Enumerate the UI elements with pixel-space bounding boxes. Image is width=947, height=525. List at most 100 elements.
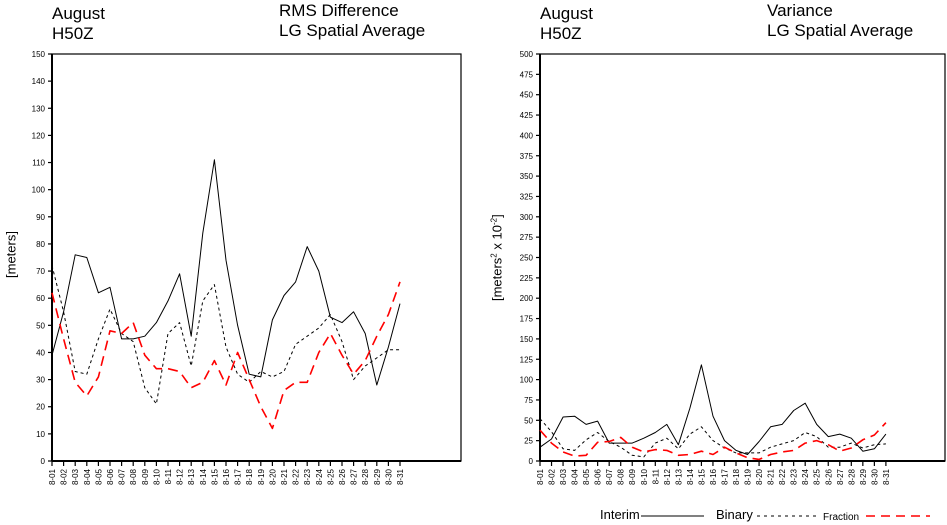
x-tick-label: 8-18 [245,468,254,485]
x-tick-label: 8-13 [674,468,683,485]
left-y-axis-label-text: [meters] [3,231,19,278]
x-tick-label: 8-17 [234,468,243,485]
x-tick-label: 8-02 [548,468,557,485]
y-tick-label: 25 [524,437,533,446]
x-tick-label: 8-09 [141,468,150,485]
x-tick-label: 8-22 [778,468,787,485]
series-line-fraction [539,422,887,461]
x-tick-label: 8-13 [187,468,196,485]
y-tick-label: 140 [32,77,46,86]
x-tick-label: 8-08 [129,468,138,485]
y-tick-label: 90 [36,213,45,222]
y-tick-label: 75 [524,396,533,405]
left-chart-title-variable: H50Z [52,24,94,43]
x-tick-label: 8-09 [628,468,637,485]
y-tick-label: 150 [32,50,46,59]
x-tick-label: 8-28 [361,468,370,485]
right-y-axis-label-mid: x 10 [489,225,505,254]
legend-label-interim: Interim [600,507,640,522]
x-tick-label: 8-11 [164,468,173,484]
x-tick-label: 8-24 [801,468,810,485]
x-tick-label: 8-16 [709,468,718,485]
x-tick-label: 8-30 [384,468,393,485]
y-tick-label: 80 [36,240,45,249]
x-tick-label: 8-19 [257,468,266,485]
y-tick-label: 130 [32,104,46,113]
series-line-interim [51,159,401,386]
x-tick-label: 8-29 [373,468,382,485]
left-chart-title-month: August [52,4,105,23]
y-tick-label: 175 [520,315,534,324]
y-tick-label: 375 [520,152,534,161]
y-tick-label: 450 [520,91,534,100]
x-tick-label: 8-10 [152,468,161,485]
x-tick-label: 8-25 [813,468,822,485]
y-tick-label: 30 [36,376,45,385]
x-tick-label: 8-27 [836,468,845,485]
x-tick-label: 8-20 [755,468,764,485]
left-chart-title-metric: RMS Difference [279,1,399,20]
right-chart-title-average: LG Spatial Average [767,21,914,40]
y-tick-label: 125 [520,355,534,364]
legend-item-binary: Binary [716,508,753,522]
x-tick-label: 8-30 [870,468,879,485]
x-tick-label: 8-16 [222,468,231,485]
y-tick-label: 425 [520,111,534,120]
plot-frame [539,53,946,462]
y-tick-label: 400 [520,131,534,140]
y-tick-label: 60 [36,294,45,303]
x-tick-label: 8-15 [210,468,219,485]
legend-label-fraction: Fraction [823,512,860,523]
x-tick-label: 8-25 [326,468,335,485]
series-line-interim [539,364,887,455]
variance-chart: 0 25 50 75 100 125 150 175 200 225 250 275 300 325 350… [520,50,946,485]
series-line-binary [51,265,400,405]
x-tick-label: 8-03 [71,468,80,485]
right-y-axis-label: [meters2 x 10-2] [489,203,504,313]
x-tick-label: 8-27 [350,468,359,485]
x-tick-label: 8-24 [315,468,324,485]
series-line-binary [539,418,886,458]
right-chart-title-month: August [540,4,593,23]
y-tick-label: 100 [32,186,46,195]
y-tick-label: 325 [520,192,534,201]
x-tick-label: 8-26 [824,468,833,485]
y-tick-label: 70 [36,267,45,276]
y-tick-label: 0 [529,457,534,466]
x-tick-label: 8-07 [605,468,614,485]
x-tick-label: 8-23 [303,468,312,485]
right-y-axis-label-exp: -2 [489,217,499,226]
right-chart-title-metric: Variance [767,1,833,20]
x-tick-label: 8-23 [790,468,799,485]
y-tick-label: 100 [520,376,534,385]
x-tick-label: 8-17 [720,468,729,485]
rms-difference-chart: 0 10 20 30 40 50 60 70 80 90 100 110 120 130 140 150 8-0… [32,50,462,485]
x-tick-label: 8-05 [582,468,591,485]
x-tick-label: 8-18 [732,468,741,485]
x-tick-label: 8-05 [94,468,103,485]
x-tick-label: 8-06 [594,468,603,485]
right-y-axis-label-base: [meters [489,257,505,302]
x-tick-label: 8-06 [106,468,115,485]
y-tick-label: 0 [41,457,46,466]
series-line-fraction [51,281,401,430]
plot-frame [51,53,462,462]
y-tick-label: 150 [520,335,534,344]
x-tick-label: 8-26 [338,468,347,485]
x-tick-label: 8-12 [176,468,185,485]
x-tick-label: 8-04 [83,468,92,485]
x-tick-label: 8-02 [60,468,69,485]
y-tick-label: 50 [524,416,533,425]
y-tick-label: 20 [36,403,45,412]
x-tick-label: 8-29 [859,468,868,485]
right-y-axis-label-sup: 2 [489,253,499,258]
x-tick-label: 8-10 [640,468,649,485]
legend-label-binary: Binary [716,507,753,522]
y-tick-label: 500 [520,50,534,59]
legend-item-fraction: Fraction [823,511,859,525]
right-chart-title-variable: H50Z [540,24,582,43]
left-y-axis-label: [meters] [4,220,19,290]
right-y-axis-label-end: ] [489,214,505,218]
x-tick-label: 8-21 [280,468,289,485]
